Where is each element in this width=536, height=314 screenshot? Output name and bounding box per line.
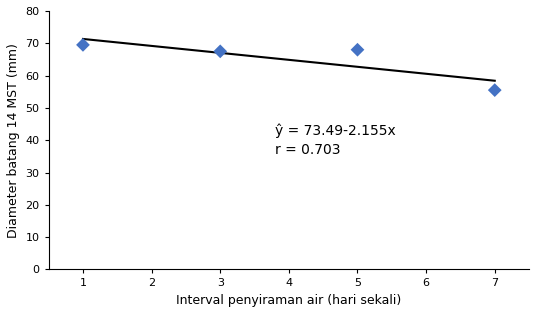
Text: ŷ = 73.49-2.155x: ŷ = 73.49-2.155x xyxy=(275,123,396,138)
Point xyxy=(79,42,87,47)
X-axis label: Interval penyiraman air (hari sekali): Interval penyiraman air (hari sekali) xyxy=(176,294,401,307)
Text: r = 0.703: r = 0.703 xyxy=(275,143,341,157)
Point xyxy=(216,49,225,54)
Y-axis label: Diameter batang 14 MST (mm): Diameter batang 14 MST (mm) xyxy=(7,43,20,238)
Point xyxy=(353,47,362,52)
Point xyxy=(490,88,499,93)
